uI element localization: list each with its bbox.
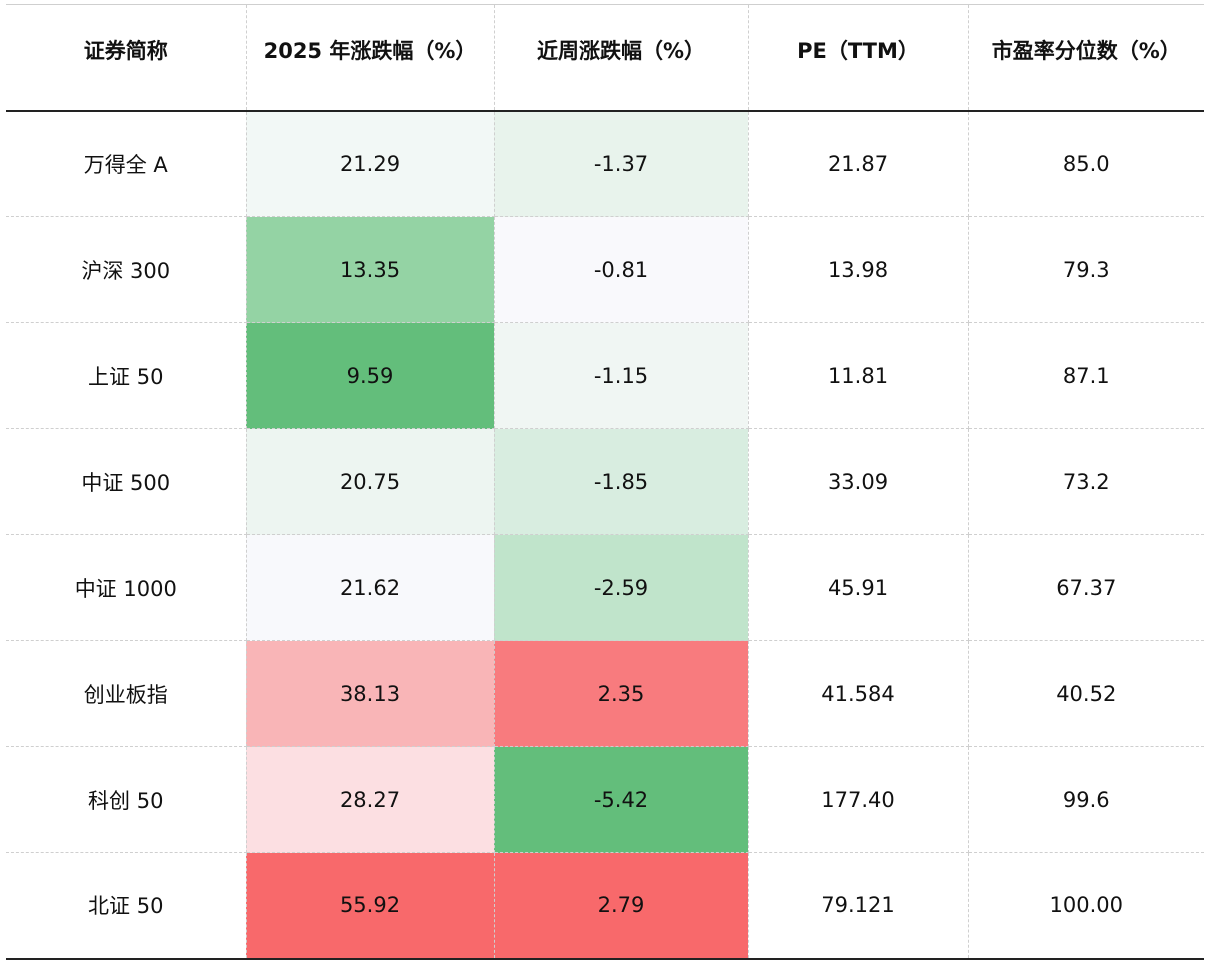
table-row: 科创 50 28.27 -5.42 177.40 99.6: [6, 746, 1204, 853]
data-table-container: 证券简称 2025 年涨跌幅（%） 近周涨跌幅（%） PE（TTM） 市盈率分位…: [6, 4, 1204, 960]
cell-pe-ttm: 79.121: [747, 852, 969, 960]
cell-pe-ttm: 177.40: [747, 746, 969, 853]
cell-week-change: 2.79: [493, 852, 749, 960]
header-ytd-change: 2025 年涨跌幅（%）: [245, 4, 495, 112]
cell-pe-percentile: 87.1: [967, 322, 1204, 429]
cell-week-change: -0.81: [493, 216, 749, 323]
cell-week-change: -1.85: [493, 428, 749, 535]
cell-week-change: 2.35: [493, 640, 749, 747]
cell-ytd-change: 9.59: [245, 322, 495, 429]
header-pe-ttm: PE（TTM）: [747, 4, 969, 112]
table-row: 创业板指 38.13 2.35 41.584 40.52: [6, 640, 1204, 747]
cell-ytd-change: 20.75: [245, 428, 495, 535]
cell-pe-percentile: 73.2: [967, 428, 1204, 535]
cell-pe-ttm: 21.87: [747, 110, 969, 217]
cell-week-change: -5.42: [493, 746, 749, 853]
cell-pe-percentile: 67.37: [967, 534, 1204, 641]
header-pe-percentile: 市盈率分位数（%）: [967, 4, 1204, 112]
cell-pe-ttm: 45.91: [747, 534, 969, 641]
cell-security-name: 上证 50: [6, 322, 247, 429]
cell-security-name: 创业板指: [6, 640, 247, 747]
cell-pe-percentile: 100.00: [967, 852, 1204, 960]
cell-security-name: 中证 500: [6, 428, 247, 535]
cell-pe-percentile: 85.0: [967, 110, 1204, 217]
cell-ytd-change: 38.13: [245, 640, 495, 747]
cell-ytd-change: 13.35: [245, 216, 495, 323]
cell-security-name: 万得全 A: [6, 110, 247, 217]
table-row: 上证 50 9.59 -1.15 11.81 87.1: [6, 322, 1204, 429]
cell-ytd-change: 21.29: [245, 110, 495, 217]
index-performance-table: 证券简称 2025 年涨跌幅（%） 近周涨跌幅（%） PE（TTM） 市盈率分位…: [6, 4, 1204, 960]
cell-pe-percentile: 99.6: [967, 746, 1204, 853]
cell-ytd-change: 55.92: [245, 852, 495, 960]
cell-week-change: -2.59: [493, 534, 749, 641]
cell-security-name: 科创 50: [6, 746, 247, 853]
header-security-name: 证券简称: [6, 4, 247, 112]
cell-security-name: 北证 50: [6, 852, 247, 960]
cell-security-name: 沪深 300: [6, 216, 247, 323]
cell-ytd-change: 21.62: [245, 534, 495, 641]
cell-pe-ttm: 33.09: [747, 428, 969, 535]
cell-week-change: -1.15: [493, 322, 749, 429]
cell-week-change: -1.37: [493, 110, 749, 217]
table-row: 沪深 300 13.35 -0.81 13.98 79.3: [6, 216, 1204, 323]
table-row: 中证 1000 21.62 -2.59 45.91 67.37: [6, 534, 1204, 641]
header-row: 证券简称 2025 年涨跌幅（%） 近周涨跌幅（%） PE（TTM） 市盈率分位…: [6, 4, 1204, 112]
cell-pe-ttm: 11.81: [747, 322, 969, 429]
table-row: 万得全 A 21.29 -1.37 21.87 85.0: [6, 110, 1204, 217]
table-row: 北证 50 55.92 2.79 79.121 100.00: [6, 852, 1204, 960]
cell-pe-percentile: 40.52: [967, 640, 1204, 747]
header-week-change: 近周涨跌幅（%）: [493, 4, 749, 112]
cell-pe-percentile: 79.3: [967, 216, 1204, 323]
cell-pe-ttm: 41.584: [747, 640, 969, 747]
cell-pe-ttm: 13.98: [747, 216, 969, 323]
table-row: 中证 500 20.75 -1.85 33.09 73.2: [6, 428, 1204, 535]
cell-security-name: 中证 1000: [6, 534, 247, 641]
cell-ytd-change: 28.27: [245, 746, 495, 853]
